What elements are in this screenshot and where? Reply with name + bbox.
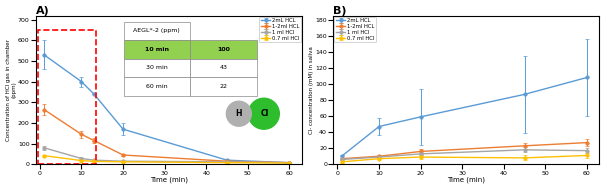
X-axis label: Time (min): Time (min) (447, 177, 485, 184)
Bar (38, 30, 96, 164)
Text: A): A) (36, 5, 50, 15)
Legend: 2mL HCL, 1-2ml HCL, 1 ml HCl, 0.7 ml HCl: 2mL HCL, 1-2ml HCL, 1 ml HCl, 0.7 ml HCl (335, 17, 376, 42)
Text: B): B) (333, 5, 347, 15)
Y-axis label: Cl- concentration (mM) in saliva: Cl- concentration (mM) in saliva (309, 46, 314, 134)
X-axis label: Time (min): Time (min) (150, 177, 188, 184)
Y-axis label: Concentration of HCl gas in chamber
(ppm): Concentration of HCl gas in chamber (ppm… (5, 39, 16, 141)
Legend: 2mL HCL, 1-2ml HCL, 1 ml HCl, 0.7 ml HCl: 2mL HCL, 1-2ml HCL, 1 ml HCl, 0.7 ml HCl (260, 17, 301, 42)
